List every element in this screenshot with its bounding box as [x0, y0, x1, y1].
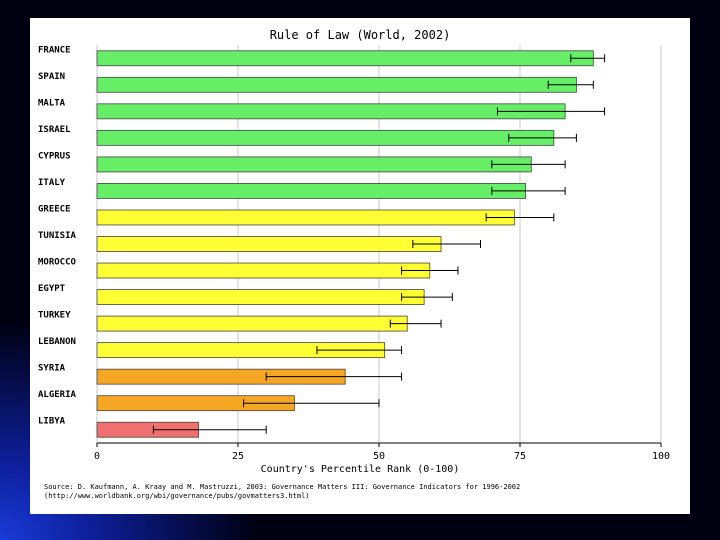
bar-cyprus: [96, 156, 532, 173]
category-label-syria: SYRIA: [38, 364, 66, 374]
category-label-libya: LIBYA: [38, 417, 66, 427]
bar-malta: [96, 103, 566, 120]
category-label-italy: ITALY: [38, 178, 66, 188]
bar-italy: [96, 183, 527, 199]
category-label-tunisia: TUNISIA: [38, 231, 77, 241]
bar-egypt: [96, 289, 425, 305]
chart-title: Rule of Law (World, 2002): [270, 28, 451, 42]
bar-turkey: [96, 315, 408, 332]
x-axis-ticks: 0 25 50 75 100: [94, 442, 670, 462]
bar-chart: Rule of Law (World, 2002) FRANCE SPAIN MAL…: [38, 28, 670, 475]
category-label-egypt: EGYPT: [38, 284, 66, 294]
bar-morocco: [96, 262, 431, 279]
x-axis-label: Country's Percentile Rank (0-100): [261, 464, 460, 475]
source-line-1: Source: D. Kaufmann, A. Kraay and M. Mas…: [44, 483, 521, 491]
category-label-spain: SPAIN: [38, 72, 65, 82]
category-label-turkey: TURKEY: [38, 311, 71, 321]
bar-france: [96, 50, 594, 67]
x-tick-label: 25: [232, 451, 244, 462]
category-label-algeria: ALGERIA: [38, 390, 77, 400]
category-label-malta: MALTA: [38, 98, 66, 108]
category-label-greece: GREECE: [38, 204, 71, 214]
bar-greece: [96, 209, 515, 226]
bar-israel: [96, 129, 555, 146]
x-tick-label: 0: [94, 451, 100, 462]
category-label-lebanon: LEBANON: [38, 337, 76, 347]
category-label-morocco: MOROCCO: [38, 258, 77, 268]
category-label-israel: ISRAEL: [38, 125, 71, 135]
x-tick-label: 100: [652, 451, 670, 462]
category-label-france: FRANCE: [38, 45, 71, 55]
source-note: Source: D. Kaufmann, A. Kraay and M. Mas…: [44, 483, 684, 501]
x-tick-label: 75: [514, 451, 526, 462]
bars: [96, 50, 606, 438]
category-labels: FRANCE SPAIN MALTA ISRAEL CYPRUS ITALY GREECE T…: [38, 45, 77, 426]
x-tick-label: 50: [373, 451, 385, 462]
bar-tunisia: [96, 236, 442, 252]
bar-spain: [96, 76, 577, 93]
category-label-cyprus: CYPRUS: [38, 151, 71, 161]
source-line-2: (http://www.worldbank.org/wbi/governance…: [44, 492, 310, 500]
slide-panel: Rule of Law (World, 2002) FRANCE SPAIN MAL…: [30, 18, 690, 514]
